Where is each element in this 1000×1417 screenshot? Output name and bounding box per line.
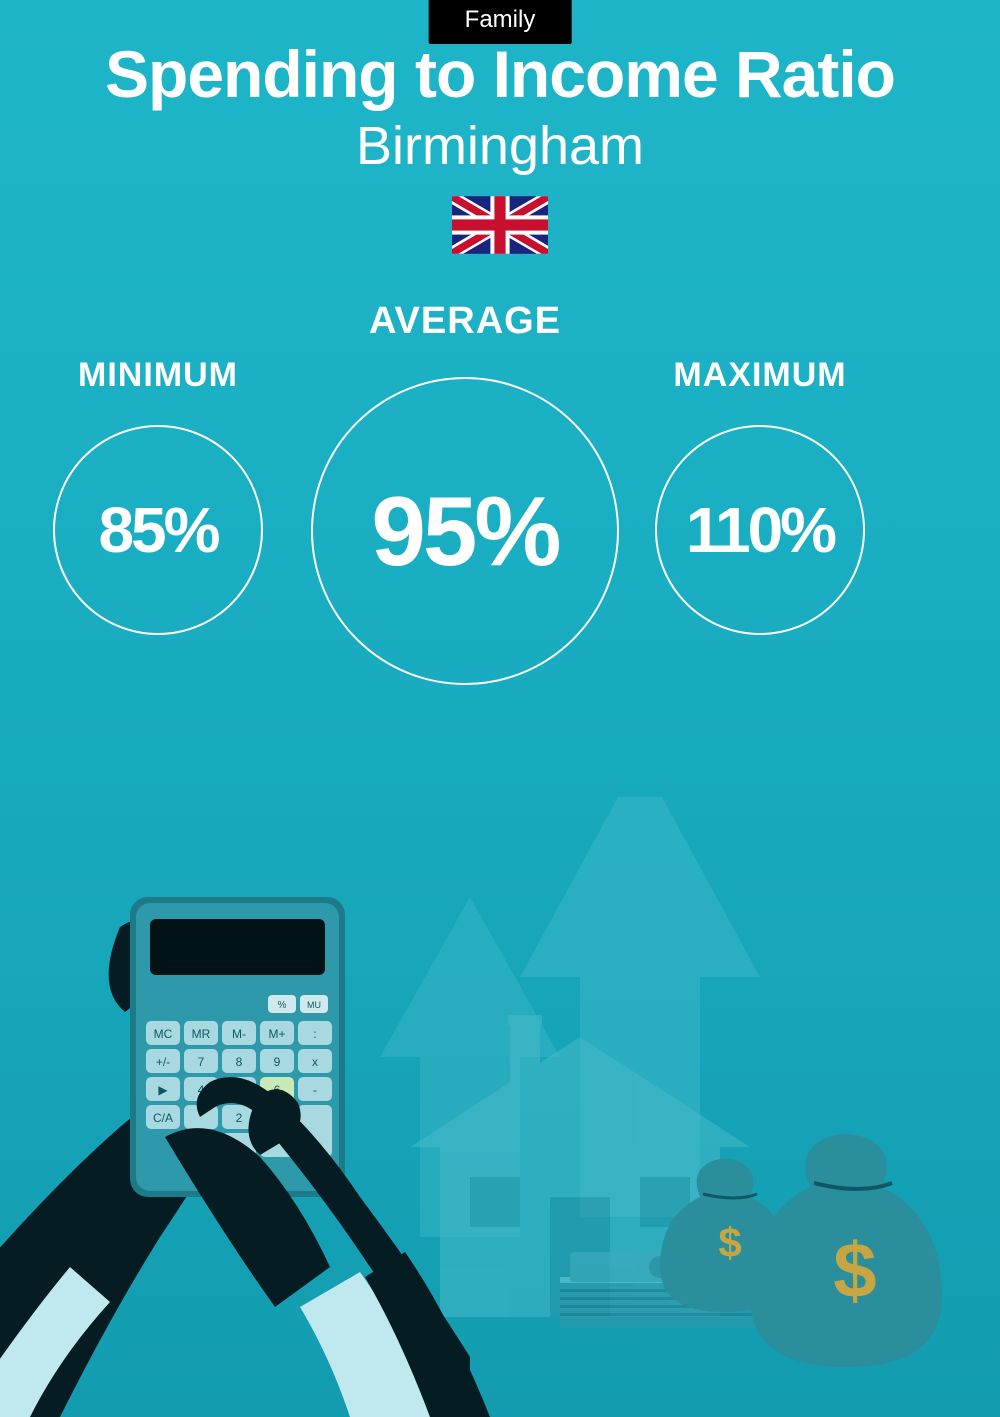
svg-text::: : (313, 1027, 316, 1041)
stat-maximum: MAXIMUM 110% (650, 356, 870, 635)
svg-text:C/A: C/A (153, 1111, 173, 1125)
stat-minimum-label: MINIMUM (48, 356, 268, 395)
stat-average-circle: 95% (311, 377, 619, 685)
finance-illustration: $ $ % MU MC MR M- M+ : +/- (0, 797, 1000, 1417)
stat-average: AVERAGE 95% (310, 300, 620, 685)
svg-text:M+: M+ (268, 1027, 285, 1041)
page-title: Spending to Income Ratio (0, 40, 1000, 109)
stat-maximum-value: 110% (686, 498, 834, 562)
stat-maximum-circle: 110% (655, 425, 865, 635)
stat-average-label: AVERAGE (310, 300, 620, 343)
svg-text:%: % (278, 1000, 287, 1011)
svg-text:+/-: +/- (156, 1055, 170, 1069)
svg-text:$: $ (833, 1226, 876, 1314)
stats-row: MINIMUM 85% AVERAGE 95% MAXIMUM 110% (0, 300, 1000, 720)
svg-text:MC: MC (154, 1027, 173, 1041)
svg-text:MR: MR (192, 1027, 211, 1041)
stat-maximum-label: MAXIMUM (650, 356, 870, 395)
svg-text:9: 9 (274, 1055, 281, 1069)
header: Spending to Income Ratio Birmingham (0, 40, 1000, 255)
svg-text:x: x (312, 1055, 318, 1069)
svg-text:$: $ (718, 1219, 741, 1266)
page-subtitle: Birmingham (0, 115, 1000, 177)
svg-text:2: 2 (236, 1111, 243, 1125)
svg-text:▶: ▶ (158, 1083, 168, 1097)
stat-minimum-circle: 85% (53, 425, 263, 635)
svg-text:8: 8 (236, 1055, 243, 1069)
svg-text:M-: M- (232, 1027, 246, 1041)
stat-average-value: 95% (371, 482, 558, 580)
svg-text:-: - (313, 1083, 317, 1097)
money-bag-icon: $ (750, 1134, 942, 1367)
svg-text:7: 7 (198, 1055, 205, 1069)
stat-minimum: MINIMUM 85% (48, 356, 268, 635)
uk-flag-icon (452, 195, 548, 255)
svg-text:MU: MU (307, 1000, 321, 1010)
stat-minimum-value: 85% (98, 498, 217, 562)
